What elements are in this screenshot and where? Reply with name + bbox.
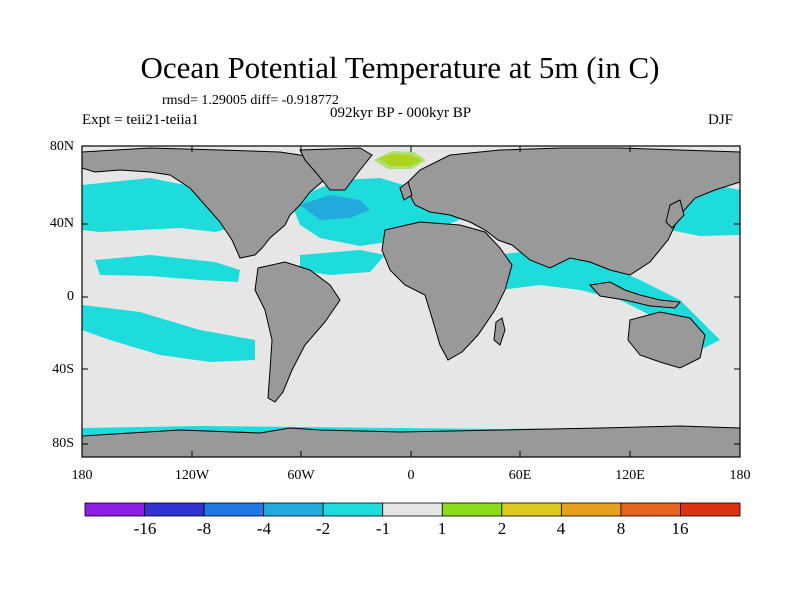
colorbar-label: 2 (497, 519, 507, 538)
land-australia (627, 311, 706, 369)
colorbar-segment (620, 502, 681, 517)
colorbar-label: 8 (616, 519, 626, 538)
colorbar-label: 1 (437, 519, 447, 538)
colorbar-label: -2 (315, 519, 331, 538)
lon-label-120e: 120E (615, 468, 645, 483)
colorbar-segment (263, 502, 324, 517)
colorbar-segment (680, 502, 741, 517)
colorbar-segment (144, 502, 205, 517)
land-uk (399, 181, 413, 201)
land-madagascar (493, 317, 506, 346)
lat-label-80s: 80S (52, 436, 74, 451)
colorbar-label: 16 (671, 519, 689, 538)
colorbar-segment (501, 502, 562, 517)
east-pacific-cool-band (95, 255, 240, 282)
colorbar-segment (441, 502, 503, 517)
colorbar-label: -8 (196, 519, 212, 538)
land-south-america (254, 261, 341, 403)
colorbar-label: 4 (556, 519, 566, 538)
nordic-sea-warm-rim (374, 151, 426, 169)
tropical-atlantic-cool-band (300, 250, 385, 275)
land-africa (381, 221, 513, 361)
indian-ocean-cool-band (495, 250, 720, 350)
period-label: 092kyr BP - 000kyr BP (330, 105, 472, 121)
colorbar (84, 502, 741, 517)
colorbar-label: -1 (375, 519, 391, 538)
map-title: Ocean Potential Temperature at 5m (in C) (140, 50, 660, 85)
lon-label-180w: 180 (71, 468, 93, 483)
land-masses (81, 147, 741, 458)
lon-label-180e: 180 (729, 468, 751, 483)
lat-label-0: 0 (67, 289, 74, 304)
colorbar-label: -4 (256, 519, 272, 538)
north-atlantic-strong-cool (300, 195, 370, 220)
axis-ticks (81, 145, 741, 457)
colorbar-segment (560, 502, 622, 517)
south-pacific-cool-band (82, 305, 255, 362)
lon-label-0: 0 (407, 468, 415, 483)
lon-label-120w: 120W (174, 468, 210, 483)
colorbar-segment (382, 502, 443, 517)
stats-line: rmsd= 1.29005 diff= -0.918772 (162, 93, 339, 108)
lat-label-40s: 40S (52, 362, 74, 377)
colorbar-segment (84, 502, 145, 517)
colorbar-label: -16 (133, 519, 157, 538)
colorbar-segment (203, 502, 265, 517)
lat-label-40n: 40N (49, 216, 74, 231)
lat-label-80n: 80N (49, 139, 74, 154)
lon-label-60w: 60W (287, 468, 315, 483)
land-japan (665, 199, 685, 229)
colorbar-segment (322, 502, 384, 517)
experiment-label: Expt = teii21-teiia1 (82, 112, 199, 128)
land-maritime-continent (589, 281, 681, 309)
lon-label-60e: 60E (508, 468, 532, 483)
land-eurasia (404, 147, 741, 276)
land-greenland (299, 147, 373, 191)
season-label: DJF (708, 112, 734, 128)
